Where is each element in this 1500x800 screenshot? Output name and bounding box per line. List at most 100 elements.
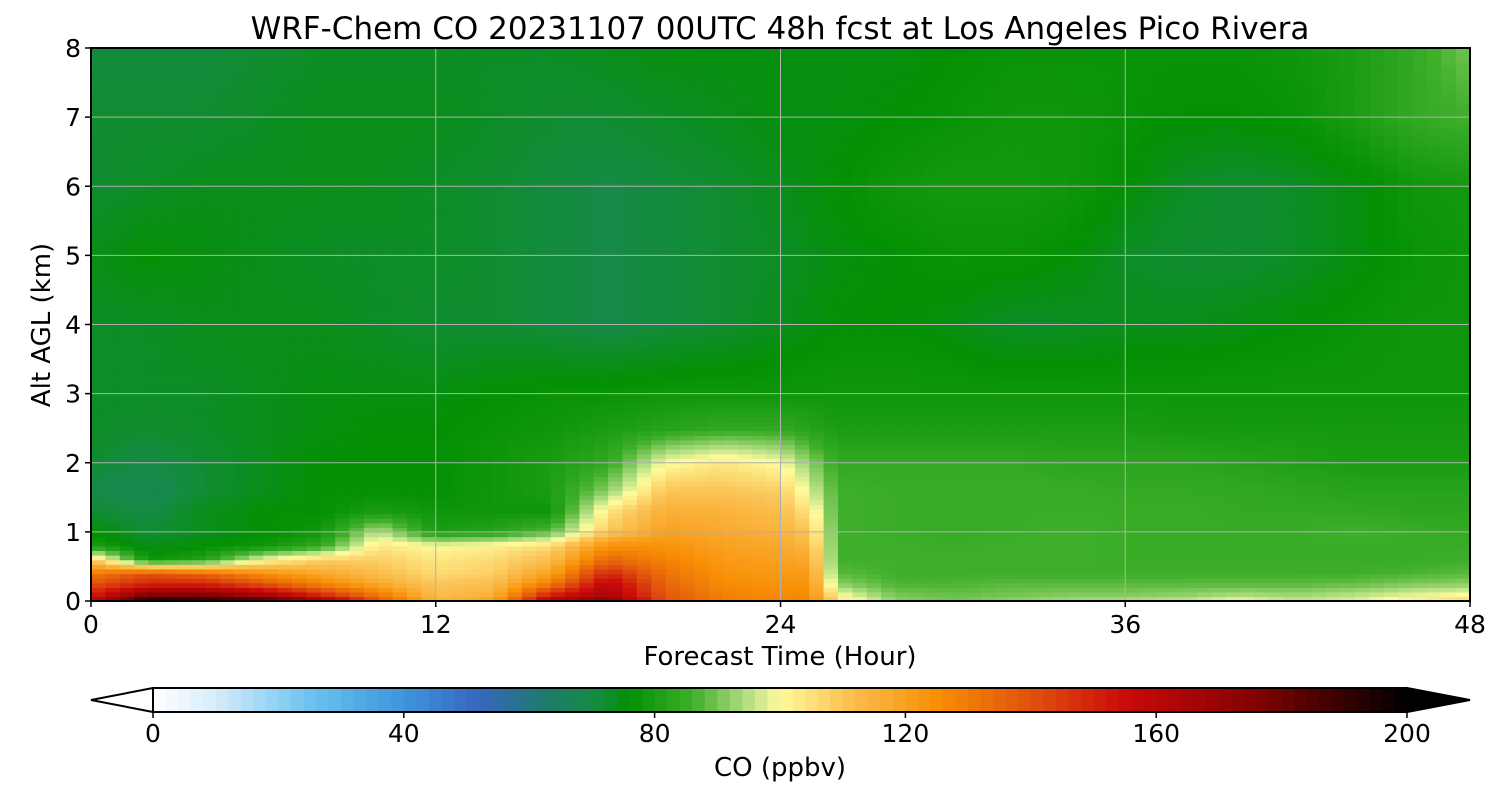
heatmap-cell — [1039, 365, 1055, 372]
heatmap-cell — [981, 425, 997, 432]
heatmap-cell — [119, 550, 135, 556]
heatmap-cell — [435, 379, 451, 386]
heatmap-cell — [909, 412, 925, 418]
heatmap-cell — [1225, 471, 1241, 478]
heatmap-cell — [1168, 582, 1184, 588]
heatmap-cell — [435, 559, 451, 565]
heatmap-cell — [478, 467, 494, 473]
heatmap-cell — [593, 435, 609, 441]
heatmap-cell — [866, 545, 882, 552]
heatmap-cell — [679, 527, 696, 533]
heatmap-cell — [909, 430, 925, 436]
heatmap-cell — [1268, 398, 1284, 404]
heatmap-cell — [1355, 573, 1371, 579]
heatmap-cell — [1455, 412, 1470, 418]
heatmap-cell — [1067, 365, 1083, 372]
heatmap-cell — [895, 541, 911, 547]
heatmap-cell — [220, 425, 236, 432]
heatmap-cell — [119, 407, 135, 413]
heatmap-cell — [866, 591, 882, 598]
heatmap-cell — [608, 591, 624, 598]
heatmap-cell — [823, 490, 839, 496]
heatmap-cell — [1398, 596, 1414, 601]
heatmap-cell — [450, 564, 466, 570]
heatmap-cell — [1412, 531, 1428, 538]
heatmap-cell — [392, 476, 408, 482]
heatmap-cell — [378, 531, 394, 538]
heatmap-cell — [119, 365, 135, 372]
heatmap-cell — [435, 361, 451, 367]
heatmap-cell — [1426, 587, 1442, 593]
heatmap-cell — [521, 375, 537, 381]
heatmap-cell — [91, 513, 107, 519]
heatmap-cell — [536, 545, 552, 552]
heatmap-cell — [1283, 513, 1299, 519]
heatmap-cell — [708, 412, 724, 418]
heatmap-cell — [780, 444, 796, 450]
heatmap-cell — [823, 425, 839, 432]
heatmap-cell — [536, 402, 552, 409]
heatmap-cell — [708, 416, 724, 422]
heatmap-cell — [737, 402, 753, 409]
heatmap-cell — [909, 522, 925, 528]
heatmap-cell — [995, 531, 1012, 538]
heatmap-cell — [1110, 453, 1126, 459]
heatmap-cell — [751, 393, 767, 399]
heatmap-cell — [622, 582, 638, 588]
heatmap-cell — [1225, 495, 1241, 501]
heatmap-cell — [1254, 541, 1270, 547]
heatmap-cell — [938, 582, 954, 588]
heatmap-cell — [1153, 527, 1170, 533]
heatmap-cell — [1240, 554, 1256, 561]
heatmap-cell — [737, 541, 753, 547]
heatmap-cell — [1182, 504, 1198, 510]
heatmap-cell — [536, 527, 552, 533]
heatmap-cell — [191, 481, 207, 487]
heatmap-cell — [665, 508, 681, 515]
heatmap-cell — [177, 499, 193, 505]
heatmap-cell — [421, 591, 437, 598]
heatmap-cell — [263, 389, 279, 395]
heatmap-cell — [1125, 596, 1141, 601]
heatmap-cell — [694, 513, 710, 519]
heatmap-cell — [507, 439, 523, 446]
heatmap-cell — [1053, 596, 1069, 601]
heatmap-cell — [493, 504, 509, 510]
heatmap-cell — [234, 444, 250, 450]
heatmap-cell — [1110, 550, 1126, 556]
heatmap-cell — [995, 485, 1012, 492]
heatmap-cell — [119, 379, 135, 386]
heatmap-cell — [1211, 361, 1227, 367]
heatmap-cell — [651, 416, 667, 422]
heatmap-cell — [593, 365, 609, 372]
heatmap-cell — [1297, 490, 1313, 496]
heatmap-cell — [378, 513, 394, 519]
heatmap-cell — [565, 554, 581, 561]
heatmap-cell — [1168, 531, 1184, 538]
heatmap-cell — [191, 587, 207, 593]
heatmap-cell — [924, 568, 940, 575]
heatmap-cell — [464, 536, 480, 542]
heatmap-cell — [191, 564, 207, 570]
heatmap-cell — [1096, 554, 1112, 561]
heatmap-cell — [550, 495, 566, 501]
heatmap-cell — [1168, 471, 1184, 478]
heatmap-cell — [823, 481, 839, 487]
heatmap-cell — [306, 389, 322, 395]
heatmap-cell — [1326, 389, 1342, 395]
heatmap-cell — [1369, 393, 1385, 399]
heatmap-cell — [1024, 582, 1040, 588]
heatmap-cell — [91, 444, 107, 450]
heatmap-cell — [665, 476, 681, 482]
heatmap-cell — [579, 365, 595, 372]
heatmap-cell — [1254, 591, 1270, 598]
heatmap-cell — [1225, 499, 1241, 505]
heatmap-cell — [924, 458, 940, 464]
heatmap-cell — [234, 545, 250, 552]
heatmap-cell — [550, 504, 566, 510]
heatmap-cell — [1426, 458, 1442, 464]
heatmap-cell — [1326, 568, 1342, 575]
heatmap-cell — [809, 435, 825, 441]
heatmap-cell — [924, 485, 940, 492]
heatmap-cell — [177, 518, 193, 524]
